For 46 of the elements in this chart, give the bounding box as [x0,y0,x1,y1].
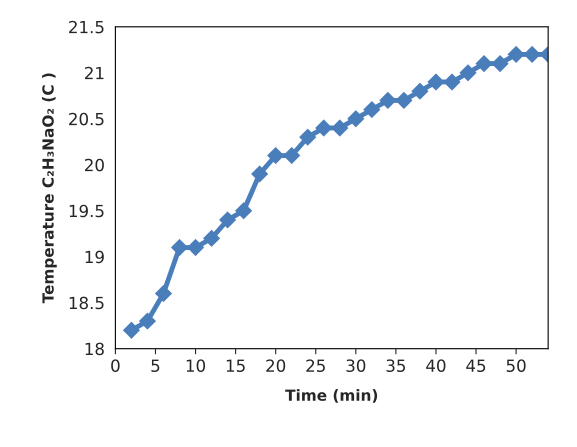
y-tick-label: 18.5 [70,296,104,310]
x-tick-label: 35 [386,359,406,372]
x-tick-label: 30 [346,359,366,372]
point [171,239,188,256]
point [235,202,252,220]
x-tick-label: 5 [151,360,160,372]
point [379,92,396,109]
point [187,239,204,256]
y-tick-label: 18 [86,342,104,356]
y-tick-label: 19 [86,250,104,264]
x-tick-label: 45 [466,360,486,372]
point [524,46,540,63]
y-tick-label: 20 [84,158,104,172]
point [444,74,460,90]
x-tick-label: 25 [306,359,325,372]
point [331,120,348,136]
point [203,230,220,247]
point [428,74,444,90]
point [219,212,236,228]
x-axis-title: Time (min) [285,389,378,403]
x-tick-label: 15 [226,360,245,372]
y-tick-label: 20.5 [69,112,104,126]
point [396,92,412,109]
point [139,312,156,330]
point [251,166,268,182]
point [363,101,380,118]
point [460,64,476,82]
point [492,55,508,72]
point [123,322,140,339]
y-tick-label: 19.5 [70,204,104,218]
point [155,285,172,302]
point [347,110,364,128]
point [412,82,428,100]
point [476,55,492,72]
y-axis-title: Temperature C₂H₃NaO₂ (C ) [42,73,57,304]
y-tick-label: 21 [84,66,104,80]
point [315,120,332,136]
x-tick-label: 40 [426,359,446,372]
y-tick-label: 21.5 [69,20,104,34]
x-tick-label: 0 [111,359,120,372]
x-tick-label: 10 [186,359,206,372]
x-tick-label: 20 [266,359,286,372]
point [283,147,300,164]
point [299,128,316,146]
x-tick-label: 50 [506,359,526,372]
point [508,46,524,63]
